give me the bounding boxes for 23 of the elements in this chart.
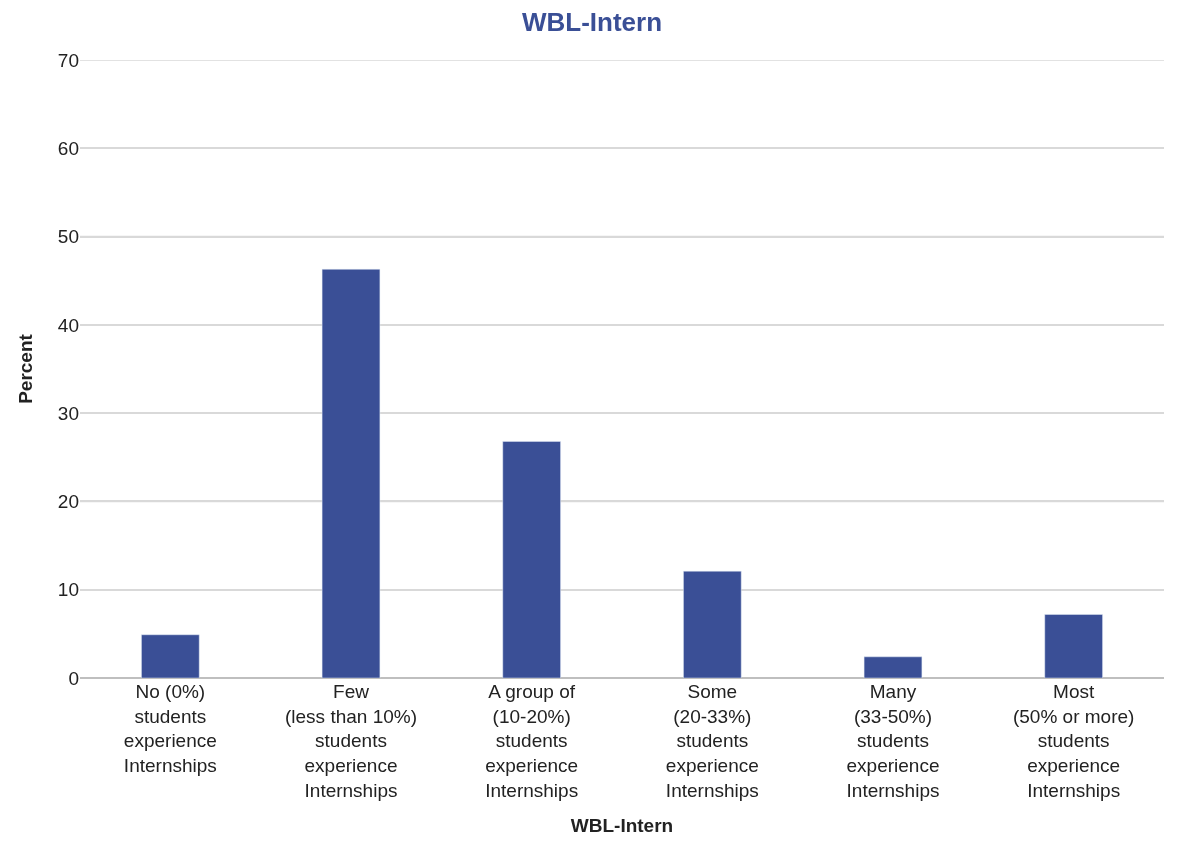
bar (321, 268, 381, 678)
y-tick-label: 60 (57, 137, 79, 159)
bar (683, 570, 742, 678)
y-tick-label: 30 (57, 402, 79, 424)
x-tick-label: Many (33-50%) students experience Internships (846, 681, 940, 801)
bar (863, 656, 923, 678)
x-tick-label: Some (20-33%) students experience Internships (665, 681, 759, 801)
y-tick-label: 20 (57, 491, 79, 513)
bar (1044, 614, 1103, 678)
bar (141, 634, 200, 678)
y-tick-label: 70 (57, 49, 79, 71)
y-tick-label: 0 (68, 667, 79, 689)
y-tick-label: 40 (57, 314, 79, 336)
x-tick-label: A group of (10-20%) students experience Internships (485, 681, 579, 801)
x-tick-label: No (0%) students experience Internships (123, 681, 217, 777)
y-tick-label: 50 (57, 226, 79, 248)
x-tick-label: Few (less than 10%) students experience Internships (284, 681, 418, 801)
y-tick-label: 10 (57, 579, 79, 601)
chart-title: WBL-Intern (521, 6, 663, 37)
y-axis-title: Percent (14, 333, 36, 404)
x-tick-label: Most (50% or more) students experience Internships (1012, 681, 1135, 801)
bar (502, 441, 561, 678)
x-axis-title: WBL-Intern (570, 814, 674, 836)
